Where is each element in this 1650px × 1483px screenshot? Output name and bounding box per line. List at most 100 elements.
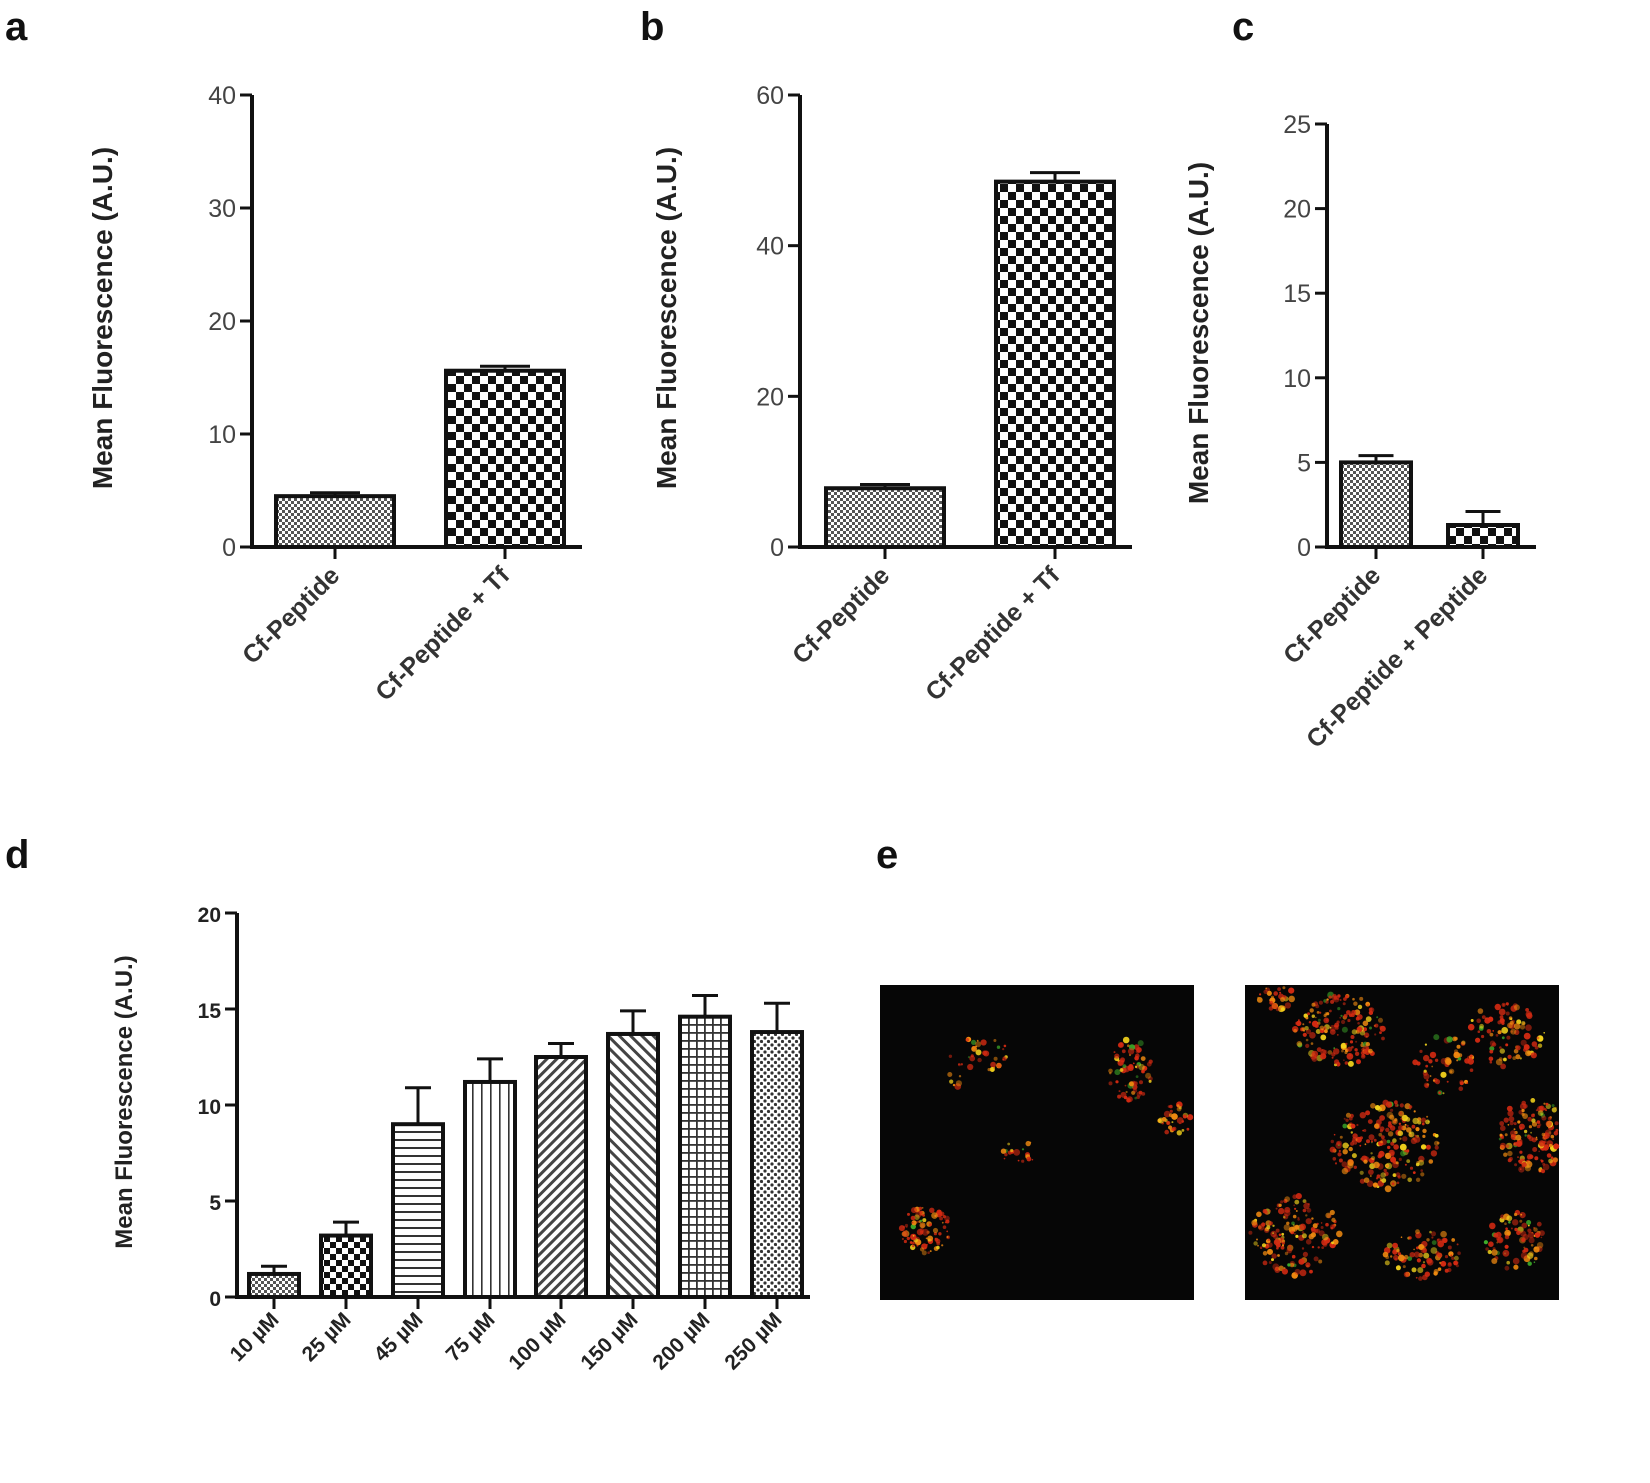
micrograph-right-speck [1305,1239,1312,1245]
micrograph-right-speck [1390,1141,1395,1146]
micrograph-right-speck [1373,1161,1380,1169]
micrograph-left-speck [1142,1065,1148,1071]
micrograph-left-speck [1125,1090,1128,1094]
micrograph-right-speck [1442,1092,1445,1095]
micrograph-left-speck [996,1063,1002,1069]
micrograph-left-speck [919,1222,926,1229]
micrograph-right-speck [1494,1003,1502,1011]
micrograph-right-speck [1515,1134,1522,1141]
bar-d-1 [247,1271,301,1299]
micrograph-right-speck [1531,1137,1537,1143]
micrograph-right-speck [1514,1212,1518,1217]
micrograph-right-speck [1498,1008,1506,1016]
micrograph-right-speck [1533,1246,1540,1253]
micrograph-right-speck [1291,1225,1298,1232]
micrograph-right-speck [1452,1036,1457,1042]
micrograph-right-speck [1536,1036,1540,1040]
micrograph-right-speck [1421,1122,1425,1126]
micrograph-right-speck [1545,1120,1553,1128]
micrograph-panel-e [880,985,1560,1300]
micrograph-left-speck [909,1241,913,1244]
micrograph-right-speck [1309,1032,1316,1039]
micrograph-right-speck [1457,1251,1461,1255]
micrograph-right-speck [1420,1169,1423,1172]
micrograph-right-speck [1409,1166,1414,1170]
micrograph-right-speck [1524,1165,1531,1172]
micrograph-right-speck [1395,1265,1401,1271]
micrograph-right-speck [1397,1130,1404,1137]
micrograph-right-speck [1532,1147,1538,1152]
micrograph-right-speck [1502,1004,1505,1006]
micrograph-right-speck [1436,1238,1440,1241]
micrograph-right-speck [1339,1016,1342,1019]
micrograph-right-speck [1439,1261,1442,1264]
micrograph-right-speck [1392,1173,1397,1177]
micrograph-left-speck [1117,1059,1120,1062]
panel-letter-a: a [5,5,28,49]
micrograph-right-speck [1286,1247,1293,1254]
micrograph-right-speck [1434,1133,1439,1138]
micrograph-right-speck [1434,1145,1439,1150]
micrograph-left-speck [1109,1072,1112,1075]
micrograph-right-speck [1395,1172,1401,1178]
micrograph-left-speck [1007,1142,1011,1146]
micrograph-left-speck [1122,1036,1130,1044]
micrograph-left-speck [922,1214,925,1217]
micrograph-left-speck [927,1235,934,1242]
micrograph-left-speck [993,1039,997,1042]
micrograph-right-speck [1370,1140,1374,1143]
x-category-label-d: 10 µM [226,1308,284,1366]
micrograph-right-speck [1451,1256,1455,1260]
micrograph-left-speck [987,1068,991,1072]
micrograph-right-speck [1515,1045,1521,1051]
micrograph-right-speck [1404,1163,1407,1166]
micrograph-left-speck [1118,1042,1124,1048]
micrograph-right-speck [1336,998,1339,1000]
micrograph-right-speck [1310,1042,1314,1045]
micrograph-right-speck [1271,1258,1274,1262]
micrograph-right-speck [1382,1251,1389,1258]
y-axis-label-b: Mean Fluorescence (A.U.) [651,147,682,489]
y-axis-label-d: Mean Fluorescence (A.U.) [111,955,138,1248]
micrograph-right-speck [1422,1261,1426,1264]
micrograph-right-speck [1267,1242,1273,1248]
micrograph-right-speck [1365,1001,1371,1007]
micrograph-right-speck [1445,1058,1452,1065]
micrograph-right-speck [1286,1221,1290,1226]
micrograph-left-speck [1172,1126,1177,1131]
micrograph-right-speck [1295,1234,1299,1238]
micrograph-right-speck [1302,1208,1307,1213]
micrograph-right-speck [1423,1252,1430,1259]
micrograph-right-speck [1400,1150,1406,1157]
micrograph-right-speck [1368,1050,1371,1053]
micrograph-right-speck [1267,1248,1273,1255]
micrograph-right-speck [1547,1116,1552,1121]
micrograph-right-speck [1489,1032,1494,1037]
micrograph-right-speck [1315,1016,1317,1019]
micrograph-left-speck [898,1225,905,1232]
micrograph-left-speck [1163,1110,1171,1118]
micrograph-left-speck [958,1075,962,1078]
micrograph-right-speck [1416,1258,1421,1263]
micrograph-right-speck [1297,1216,1300,1219]
micrograph-right-speck [1503,1057,1507,1062]
micrograph-left-speck [1131,1090,1136,1095]
micrograph-right-speck [1498,1137,1502,1141]
micrograph-left-speck [1025,1140,1031,1147]
micrograph-right-speck [1349,1054,1352,1057]
micrograph-right-speck [1262,1251,1268,1256]
micrograph-right-speck [1366,1004,1370,1007]
micrograph-right-speck [1407,1177,1412,1183]
micrograph-right-speck [1446,1036,1453,1043]
micrograph-right-speck [1496,1236,1504,1244]
micrograph-right-speck [1477,1008,1484,1014]
micrograph-right-speck [1374,1105,1381,1111]
micrograph-right-speck [1537,1043,1543,1048]
micrograph-right-speck [1416,1061,1421,1066]
micrograph-right-speck [1504,1229,1511,1237]
micrograph-left-speck [1136,1091,1142,1097]
micrograph-right-speck [1491,1042,1497,1047]
micrograph-right-speck [1466,1082,1469,1084]
micrograph-right-speck [1436,1141,1440,1145]
micrograph-left-speck [952,1083,956,1087]
